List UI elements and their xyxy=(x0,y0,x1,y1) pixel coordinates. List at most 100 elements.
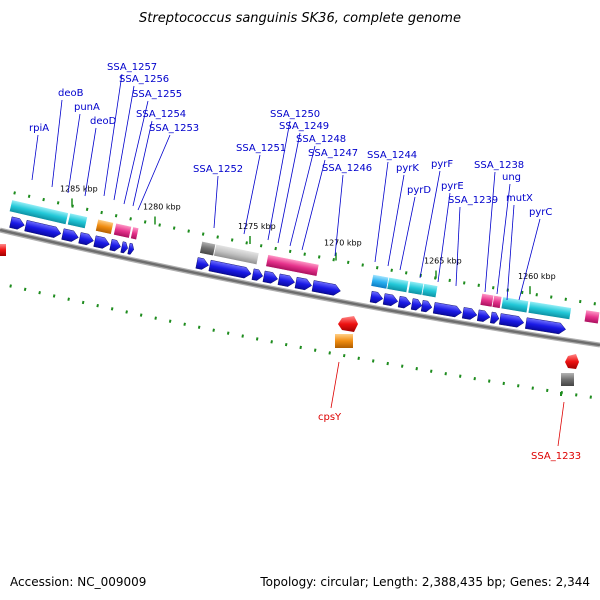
gene-label-ssa_1249: SSA_1249 xyxy=(279,121,329,132)
tick-dot xyxy=(129,217,132,221)
tick-dot xyxy=(9,284,12,288)
scale-tick-label: 1285 kbp xyxy=(60,184,98,193)
tick-dot xyxy=(357,356,360,360)
cpsy-feature-orange xyxy=(335,334,353,348)
label-leader-red xyxy=(557,401,565,447)
cds-arrow xyxy=(498,313,525,328)
cds-arrow xyxy=(489,311,500,324)
tick-dot xyxy=(593,302,596,306)
cds-arrow xyxy=(9,216,25,230)
tick-dot xyxy=(245,241,248,245)
gene-label-pyrf: pyrF xyxy=(431,159,453,170)
scale-tick-label: 1275 kbp xyxy=(238,222,276,231)
tick-dot xyxy=(100,210,103,215)
tick-dot xyxy=(303,252,306,256)
cds-arrow xyxy=(24,220,62,238)
scale-tick-label: 1280 kbp xyxy=(143,202,181,211)
tick-dot xyxy=(429,369,433,373)
label-leaders xyxy=(31,73,565,447)
tick-dot xyxy=(400,364,404,368)
tick-dot xyxy=(27,194,31,198)
genome-summary-text: Topology: circular; Length: 2,388,435 bp… xyxy=(259,575,590,589)
tick-dot xyxy=(241,334,244,338)
scale-tick-label: 1260 kbp xyxy=(518,272,556,281)
label-leader xyxy=(267,120,291,241)
sequence-feature xyxy=(130,226,140,241)
tick-dot xyxy=(288,249,292,254)
gene-label-ssa_1233: SSA_1233 xyxy=(531,451,581,462)
label-leader xyxy=(31,134,39,181)
sequence-feature xyxy=(370,274,390,290)
tick-dot xyxy=(158,223,161,227)
gene-label-pyrd: pyrD xyxy=(407,185,431,196)
cds-arrow xyxy=(61,228,79,242)
label-leader xyxy=(137,134,171,211)
tick-dot xyxy=(448,278,451,283)
label-leader-red xyxy=(330,361,340,409)
label-leader xyxy=(387,174,405,267)
gene-label-pyrk: pyrK xyxy=(396,163,419,174)
cds-arrow xyxy=(397,295,412,309)
gene-label-rpia: rpiA xyxy=(29,123,49,134)
tick-dot xyxy=(328,351,331,355)
ssa1233-feature-red xyxy=(565,354,579,369)
sequence-feature xyxy=(95,218,114,235)
sequence-feature xyxy=(265,254,320,277)
tick-dot xyxy=(284,342,288,347)
left-edge-feature xyxy=(0,244,6,256)
label-leader xyxy=(455,206,461,287)
gene-label-ung: ung xyxy=(502,172,521,183)
cds-arrow xyxy=(525,317,566,335)
tick-dot xyxy=(230,238,234,242)
tick-dot xyxy=(187,229,190,233)
sequence-feature xyxy=(8,199,69,225)
label-leader xyxy=(301,159,326,251)
cds-track xyxy=(9,216,566,335)
tick-dot xyxy=(114,214,118,218)
sequence-feature xyxy=(386,276,410,293)
label-leader xyxy=(213,175,219,229)
tick-dot xyxy=(521,290,524,295)
tick-dot xyxy=(531,386,534,390)
gene-label-ssa_1254: SSA_1254 xyxy=(136,109,186,120)
cds-arrow xyxy=(109,239,121,252)
cds-arrow xyxy=(120,241,128,254)
cds-arrow xyxy=(208,259,252,279)
label-leader xyxy=(437,192,451,283)
sequence-feature xyxy=(421,283,439,299)
accession-text: Accession: NC_009009 xyxy=(10,575,146,589)
sequence-feature xyxy=(67,212,88,229)
cds-arrow xyxy=(251,268,264,281)
tick-dot xyxy=(517,384,520,388)
map-title: Streptococcus sanguinis SK36, complete g… xyxy=(139,11,461,26)
gene-label-puna: punA xyxy=(74,102,100,113)
tick-dot xyxy=(172,226,176,230)
cds-arrow xyxy=(432,302,462,318)
cds-arrow xyxy=(78,232,94,246)
gene-label-ssa_1248: SSA_1248 xyxy=(296,134,346,145)
cds-arrow xyxy=(195,257,209,270)
tick-dot xyxy=(589,395,592,399)
label-leader xyxy=(399,196,416,271)
tick-dot xyxy=(579,299,582,304)
label-leader xyxy=(132,120,153,207)
tick-dot xyxy=(375,266,379,270)
sequence-feature xyxy=(583,309,600,325)
cds-arrow xyxy=(410,298,423,311)
tick-dot xyxy=(274,246,277,251)
label-leader xyxy=(84,127,97,197)
scale-tick-label: 1265 kbp xyxy=(424,257,462,266)
tick-dot xyxy=(390,268,393,272)
cds-arrow xyxy=(262,270,278,284)
tick-dot xyxy=(212,328,215,332)
tick-dot xyxy=(415,367,418,371)
tick-dot xyxy=(535,293,538,297)
tick-dot xyxy=(96,303,99,308)
tick-dot xyxy=(139,313,143,317)
label-leader xyxy=(277,132,301,244)
cds-arrow xyxy=(93,235,110,249)
tick-dot xyxy=(575,393,578,397)
tick-marks-lower xyxy=(9,284,592,399)
gene-label-ssa_1247: SSA_1247 xyxy=(308,148,358,159)
